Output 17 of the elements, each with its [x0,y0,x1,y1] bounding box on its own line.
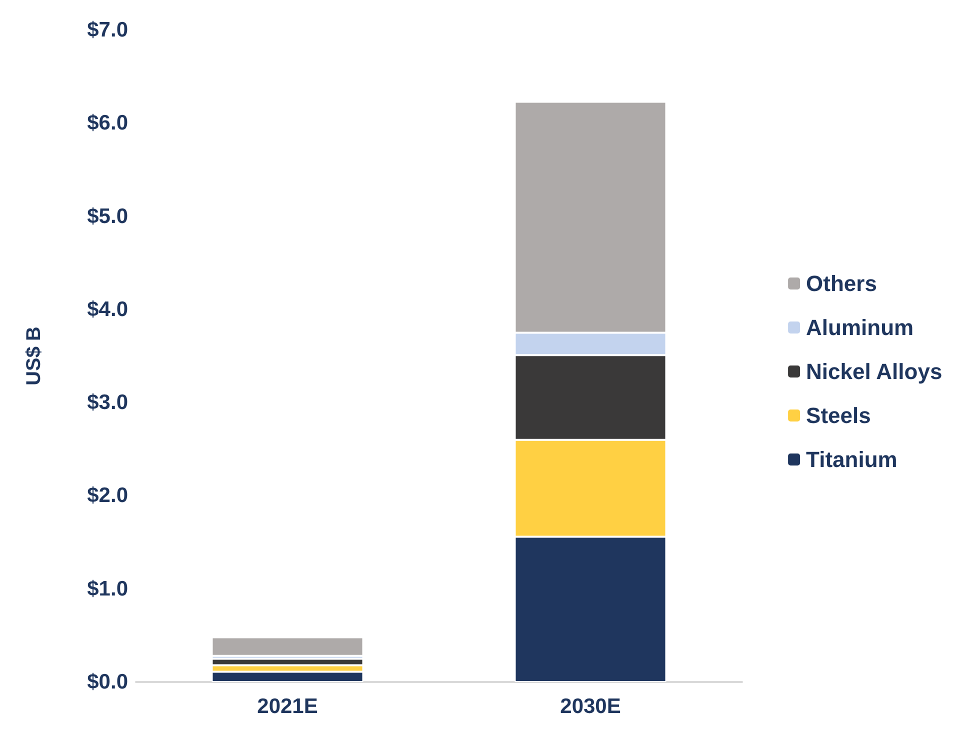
x-tick-label: 2021E [257,695,318,718]
y-axis-title: US$ B [23,326,45,386]
y-tick-label: $3.0 [87,391,128,414]
y-tick-label: $0.0 [87,670,128,694]
bar [212,637,364,656]
y-tick-label: $5.0 [87,204,128,228]
legend-label: Nickel Alloys [806,359,942,384]
y-tick-label: $1.0 [87,577,128,600]
x-tick-label: 2030E [560,695,621,718]
legend-label: Steels [806,403,871,428]
y-tick-label: $2.0 [87,484,128,508]
legend-label: Aluminum [806,315,914,340]
legend-label: Titanium [806,447,898,472]
y-tick-label: $6.0 [87,112,128,135]
y-tick-label: $4.0 [87,298,128,321]
legend-label: Others [806,271,877,296]
y-tick-label: $7.0 [87,18,128,42]
